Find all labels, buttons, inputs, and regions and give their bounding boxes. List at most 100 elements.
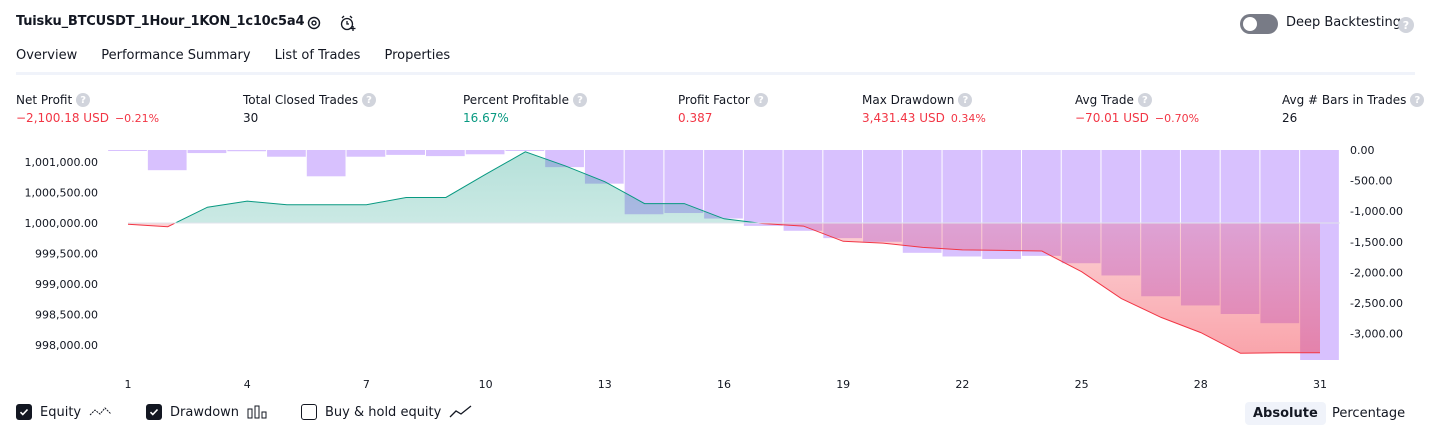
metric-label: Avg Trade?	[1075, 93, 1199, 107]
drawdown-bar	[465, 150, 505, 155]
left-axis-tick: 999,000.00	[35, 278, 98, 291]
metric-value: −2,100.18 USD	[16, 111, 109, 125]
drawdown-bar	[426, 150, 465, 157]
right-axis-tick: -2,500.00	[1350, 297, 1403, 310]
metric-percent-profitable: Percent Profitable? 16.67%	[463, 93, 587, 125]
drawdown-checkbox[interactable]	[146, 404, 162, 420]
alarm-add-icon[interactable]	[337, 12, 359, 34]
drawdown-bars-icon	[247, 405, 267, 419]
right-axis-tick: -1,000.00	[1350, 205, 1403, 218]
gear-icon[interactable]	[303, 12, 325, 34]
left-axis-tick: 998,000.00	[35, 339, 98, 352]
info-icon[interactable]: ?	[1137, 93, 1152, 107]
metric-label-text: Net Profit	[16, 93, 73, 107]
right-axis-tick: -1,500.00	[1350, 236, 1403, 249]
tab-divider	[16, 72, 1415, 75]
left-axis-tick: 998,500.00	[35, 308, 98, 321]
metric-avg-trade: Avg Trade? −70.01 USD −0.70%	[1075, 93, 1199, 125]
metric-value: 30	[243, 111, 259, 125]
tab-list-of-trades[interactable]: List of Trades	[274, 48, 361, 63]
metric-value: 0.387	[678, 111, 713, 125]
metric-value-row: 26	[1282, 111, 1424, 125]
x-axis-tick: 10	[479, 378, 493, 391]
drawdown-bar	[386, 150, 425, 155]
info-icon[interactable]: ?	[76, 93, 91, 107]
drawdown-bar	[505, 150, 545, 151]
metric-value-row: 16.67%	[463, 111, 587, 125]
x-axis-tick: 22	[955, 378, 969, 391]
metric-label-text: Percent Profitable	[463, 93, 569, 107]
metric-value: 3,431.43 USD	[862, 111, 945, 125]
drawdown-bar	[187, 150, 227, 154]
deep-backtesting-toggle[interactable]	[1240, 14, 1278, 34]
right-axis-tick: -3,000.00	[1350, 328, 1403, 341]
percentage-button[interactable]: Percentage	[1332, 406, 1406, 421]
x-axis-tick: 4	[244, 378, 251, 391]
metric-net-profit: Net Profit? −2,100.18 USD −0.21%	[16, 93, 159, 125]
metric-label-text: Profit Factor	[678, 93, 750, 107]
metric-value-row: 3,431.43 USD 0.34%	[862, 111, 986, 125]
x-axis-tick: 25	[1075, 378, 1089, 391]
equity-checkbox[interactable]	[16, 404, 32, 420]
info-icon[interactable]: ?	[753, 93, 768, 107]
tab-bar: Overview Performance Summary List of Tra…	[16, 48, 450, 75]
metric-value: −70.01 USD	[1075, 111, 1149, 125]
drawdown-label: Drawdown	[170, 404, 240, 420]
info-icon[interactable]: ?	[572, 93, 587, 107]
metric-label-text: Avg # Bars in Trades	[1282, 93, 1407, 107]
metric-label: Avg # Bars in Trades?	[1282, 93, 1425, 107]
buy-hold-checkbox[interactable]	[301, 404, 317, 420]
strategy-title: Tuisku_BTCUSDT_1Hour_1KON_1c10c5a4	[16, 14, 305, 29]
x-axis-tick: 19	[836, 378, 850, 391]
legend-equity[interactable]: Equity	[16, 404, 113, 420]
right-axis-tick: 0.00	[1350, 144, 1375, 157]
equity-loss-area	[128, 223, 1320, 354]
drawdown-bar	[346, 150, 386, 157]
metric-value-row: −2,100.18 USD −0.21%	[16, 111, 159, 125]
metric-profit-factor: Profit Factor? 0.387	[678, 93, 768, 125]
metric-value: 26	[1282, 111, 1298, 125]
deep-backtesting-label: Deep Backtesting	[1286, 15, 1402, 30]
drawdown-bar	[306, 150, 346, 177]
metric-value-row: −70.01 USD −0.70%	[1075, 111, 1199, 125]
x-axis-tick: 16	[717, 378, 731, 391]
equity-line-loss	[127, 223, 1320, 354]
toggle-knob	[1243, 17, 1257, 31]
left-axis-tick: 999,500.00	[35, 247, 98, 260]
metric-total-closed-trades: Total Closed Trades? 30	[243, 93, 377, 125]
metric-label-text: Max Drawdown	[862, 93, 955, 107]
info-icon[interactable]: ?	[362, 93, 377, 107]
drawdown-bar	[108, 150, 147, 151]
equity-line-icon	[89, 407, 112, 416]
x-axis-tick: 28	[1194, 378, 1208, 391]
metric-label-text: Avg Trade	[1075, 93, 1134, 107]
info-icon[interactable]: ?	[958, 93, 973, 107]
x-axis-tick: 7	[363, 378, 370, 391]
left-axis-tick: 1,000,000.00	[25, 217, 98, 230]
tab-properties[interactable]: Properties	[384, 48, 451, 63]
x-axis-tick: 31	[1313, 378, 1327, 391]
metric-label: Total Closed Trades?	[243, 93, 377, 107]
metric-avg-bars-in-trades: Avg # Bars in Trades? 26	[1282, 93, 1425, 125]
x-axis-tick: 13	[598, 378, 612, 391]
drawdown-bar	[743, 150, 783, 226]
buy-hold-label: Buy & hold equity	[325, 404, 442, 420]
right-axis-tick: -2,000.00	[1350, 266, 1403, 279]
metric-percent: −0.70%	[1154, 112, 1200, 125]
legend-buy-hold[interactable]: Buy & hold equity	[301, 404, 473, 420]
metric-max-drawdown: Max Drawdown? 3,431.43 USD 0.34%	[862, 93, 986, 125]
info-icon[interactable]: ?	[1410, 93, 1425, 107]
drawdown-bar	[227, 150, 267, 152]
legend-drawdown[interactable]: Drawdown	[146, 404, 269, 420]
metric-percent: −0.21%	[114, 112, 160, 125]
left-axis-tick: 1,001,000.00	[25, 156, 98, 169]
absolute-button[interactable]: Absolute	[1245, 402, 1326, 425]
drawdown-bar	[147, 150, 187, 171]
help-icon[interactable]: ?	[1398, 17, 1414, 33]
metric-label-text: Total Closed Trades	[243, 93, 359, 107]
tab-performance-summary[interactable]: Performance Summary	[101, 48, 251, 63]
tab-overview[interactable]: Overview	[16, 48, 78, 75]
x-axis-tick: 1	[125, 378, 132, 391]
equity-chart[interactable]: 998,000.00 998,500.00 999,000.00 999,500.00…	[0, 140, 1431, 395]
metric-label: Net Profit?	[16, 93, 159, 107]
